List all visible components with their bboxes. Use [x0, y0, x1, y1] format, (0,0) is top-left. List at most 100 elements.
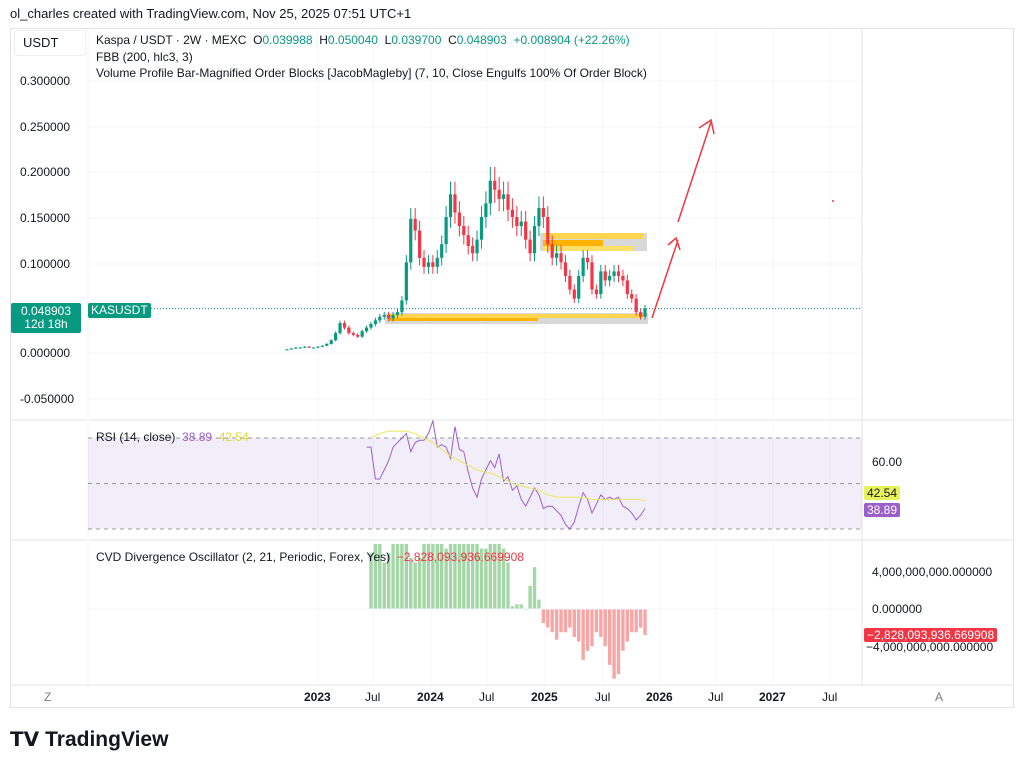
- cvd-bar: [590, 609, 594, 647]
- candle-body: [537, 207, 541, 227]
- currency-button[interactable]: USDT: [14, 30, 86, 56]
- cvd-bar: [554, 609, 559, 640]
- candle-body: [599, 271, 603, 295]
- cvd-bar: [537, 599, 541, 609]
- rsi-value: 38.89: [182, 430, 213, 444]
- candle-body: [621, 275, 625, 281]
- candle-body: [643, 308, 647, 317]
- candle-body: [351, 333, 355, 335]
- candle-body: [404, 262, 408, 301]
- candle-body: [378, 316, 382, 321]
- candle-body: [550, 244, 554, 258]
- cvd-bar: [506, 562, 510, 609]
- symbol-legend[interactable]: Kaspa / USDT · 2W · MEXC O0.039988 H0.05…: [96, 33, 630, 47]
- cvd-bar: [519, 604, 523, 609]
- time-axis-label: Jul: [479, 690, 495, 704]
- cvd-bar: [440, 543, 444, 609]
- candle-body: [603, 271, 607, 281]
- candle-body: [510, 209, 515, 217]
- last-price-tag: 0.048903 12d 18h: [11, 303, 81, 333]
- cvd-bar: [479, 548, 484, 609]
- candle-body: [347, 327, 351, 334]
- candle-body: [285, 349, 289, 351]
- candle-body: [528, 239, 532, 254]
- cvd-bar: [395, 543, 400, 609]
- candle-body: [524, 221, 528, 240]
- candle-body: [356, 334, 360, 337]
- cvd-bar: [585, 609, 590, 651]
- cvd-value: −2,828,093,936.669908: [396, 550, 524, 564]
- cvd-bar: [515, 604, 519, 609]
- fbb-indicator-legend[interactable]: FBB (200, hlc3, 3): [96, 50, 193, 64]
- candle-body: [435, 257, 439, 267]
- cvd-legend[interactable]: CVD Divergence Oscillator (2, 21, Period…: [96, 550, 524, 564]
- cvd-bar: [621, 609, 625, 651]
- rsi-signal-line: [370, 430, 646, 502]
- cvd-bar: [444, 548, 448, 609]
- cvd-bar: [638, 609, 643, 628]
- candle-body: [409, 218, 413, 263]
- cvd-bar: [634, 609, 638, 633]
- auto-scale-a-button[interactable]: A: [935, 690, 944, 704]
- candle-body: [630, 294, 634, 299]
- candle-body: [395, 312, 400, 315]
- candle-body: [541, 207, 545, 217]
- projection-arrow: [651, 239, 679, 319]
- cvd-bar: [581, 609, 585, 661]
- candle-body: [462, 226, 466, 236]
- candle-body: [612, 271, 616, 276]
- open-value: 0.039988: [262, 33, 313, 47]
- candle-body: [364, 327, 369, 332]
- time-axis-label: Jul: [365, 690, 381, 704]
- price-axis-label: 0.150000: [20, 211, 71, 225]
- order-block-lower-bar: [388, 318, 538, 321]
- time-axis-label: 2024: [417, 690, 444, 704]
- cvd-bar: [475, 543, 479, 609]
- candle-body: [484, 203, 488, 217]
- candle-body: [559, 253, 563, 263]
- candle-body: [320, 345, 324, 347]
- price-axis-label: 0.200000: [20, 165, 71, 179]
- cvd-bar: [559, 609, 563, 633]
- cvd-bar: [510, 606, 515, 609]
- candle-body: [475, 239, 479, 254]
- candle-body: [608, 275, 612, 281]
- candle-body: [431, 262, 435, 267]
- candle-body: [506, 194, 510, 210]
- cvd-bar: [630, 609, 634, 633]
- candle-body: [479, 216, 484, 240]
- cvd-bar: [373, 543, 378, 609]
- candle-body: [563, 262, 568, 276]
- rsi-value-tag: 38.89: [864, 503, 901, 517]
- candle-body: [382, 314, 386, 317]
- candle-body: [316, 346, 320, 348]
- cvd-bar: [572, 609, 576, 637]
- cvd-bar: [426, 543, 431, 609]
- rsi-legend[interactable]: RSI (14, close) 38.89 42.54: [96, 430, 249, 444]
- cvd-axis-label: 0.000000: [872, 602, 923, 616]
- cvd-bar: [484, 548, 488, 609]
- cvd-bar: [550, 609, 554, 633]
- cvd-bar: [546, 609, 550, 628]
- cvd-bar: [568, 609, 572, 628]
- rsi-axis-label: 60.00: [872, 455, 903, 469]
- cvd-bar: [457, 543, 462, 609]
- cvd-bar: [488, 543, 493, 609]
- candle-body: [311, 347, 316, 349]
- candle-body: [466, 235, 470, 247]
- cvd-bar: [563, 609, 568, 633]
- candle-body: [329, 340, 333, 344]
- cvd-bar: [616, 609, 621, 675]
- order-blocks-indicator-legend[interactable]: Volume Profile Bar-Magnified Order Block…: [96, 66, 647, 80]
- time-axis-label: Jul: [708, 690, 724, 704]
- auto-scale-z-button[interactable]: Z: [44, 690, 52, 704]
- candle-body: [298, 347, 302, 349]
- candle-body: [413, 218, 417, 231]
- time-axis-label: 2027: [759, 690, 786, 704]
- cvd-bar: [501, 548, 506, 609]
- projection-arrow-head: [698, 118, 715, 135]
- cvd-bar: [417, 557, 422, 609]
- time-axis-label: Jul: [822, 690, 838, 704]
- candle-body: [325, 343, 329, 346]
